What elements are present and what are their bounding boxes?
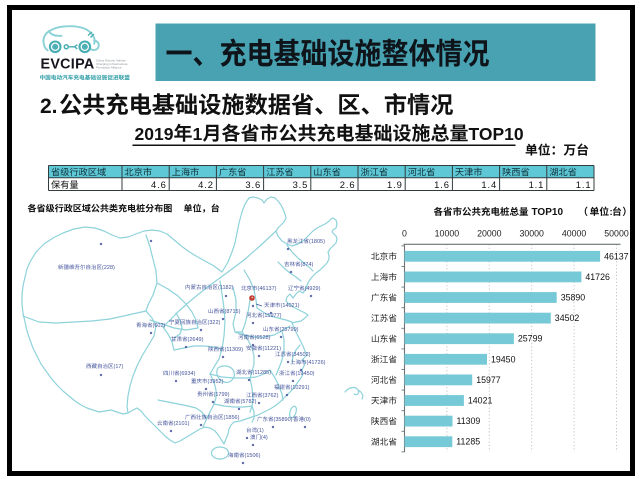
svg-text:(2649): (2649) [188, 337, 204, 343]
svg-text:China Electric Vehicle: China Electric Vehicle [96, 59, 126, 63]
svg-text:(15977): (15977) [263, 313, 282, 319]
svg-text:(1506): (1506) [245, 453, 261, 459]
svg-text:(228): (228) [102, 265, 115, 271]
svg-text:46137: 46137 [604, 251, 629, 261]
svg-text:4.6: 4.6 [151, 179, 167, 190]
svg-text:3.5: 3.5 [293, 179, 309, 190]
svg-text:(11221): (11221) [263, 346, 282, 352]
svg-text:0: 0 [402, 229, 407, 239]
svg-text:2.6: 2.6 [340, 179, 356, 190]
svg-text:(602): (602) [153, 323, 166, 329]
svg-text:50000: 50000 [604, 229, 629, 239]
svg-text:4.2: 4.2 [198, 179, 214, 190]
svg-text:(1): (1) [257, 428, 264, 434]
svg-text:11309: 11309 [457, 416, 481, 426]
svg-text:1.1: 1.1 [576, 179, 592, 190]
svg-text:(874): (874) [301, 262, 314, 268]
svg-text:TOP10: TOP10 [469, 124, 524, 144]
svg-text:(6528): (6528) [255, 335, 271, 341]
svg-text:1: 1 [193, 124, 203, 144]
svg-text:2019: 2019 [135, 124, 174, 144]
svg-text:40000: 40000 [562, 229, 587, 239]
svg-text:34502: 34502 [555, 313, 580, 323]
svg-text:19450: 19450 [491, 354, 516, 364]
svg-text:(25799): (25799) [280, 327, 299, 333]
svg-text:3.6: 3.6 [245, 179, 261, 190]
svg-text:30000: 30000 [519, 229, 544, 239]
svg-text:(1856): (1856) [224, 415, 240, 421]
svg-text:(6934): (6934) [180, 371, 196, 377]
svg-text:(2101): (2101) [174, 421, 190, 427]
svg-text:1.6: 1.6 [434, 179, 450, 190]
svg-text:14021: 14021 [468, 396, 493, 406]
svg-text:2.: 2. [40, 95, 58, 118]
svg-text:(4): (4) [261, 435, 268, 441]
svg-text:1.1: 1.1 [529, 179, 545, 190]
svg-text:(5782): (5782) [241, 399, 257, 405]
svg-text:(1182): (1182) [218, 285, 234, 291]
svg-text:(0): (0) [304, 417, 311, 423]
svg-text:(35890): (35890) [274, 417, 293, 423]
svg-text:(1799): (1799) [214, 392, 230, 398]
svg-text:(3762): (3762) [263, 393, 279, 399]
svg-text:15977: 15977 [476, 375, 501, 385]
svg-text:11285: 11285 [456, 437, 480, 447]
svg-text:(10291): (10291) [291, 385, 310, 391]
svg-text:(17): (17) [114, 364, 124, 370]
svg-text:(3952): (3952) [208, 379, 224, 385]
svg-text::: : [610, 207, 613, 218]
svg-text:(41726): (41726) [307, 360, 326, 366]
svg-text:(11285): (11285) [253, 370, 272, 376]
svg-text:(8715): (8715) [225, 309, 241, 315]
svg-text:20000: 20000 [477, 229, 502, 239]
svg-text:(1805): (1805) [309, 239, 325, 245]
svg-text:25799: 25799 [518, 334, 543, 344]
svg-text:10000: 10000 [435, 229, 460, 239]
svg-text:(11309): (11309) [225, 347, 244, 353]
svg-text:1.9: 1.9 [387, 179, 403, 190]
svg-text:(14021): (14021) [281, 303, 300, 309]
svg-text:41726: 41726 [585, 272, 610, 282]
svg-text:EVCIPA: EVCIPA [41, 56, 95, 72]
svg-text:(19450): (19450) [296, 371, 315, 377]
svg-text:(4929): (4929) [305, 286, 321, 292]
svg-text:35890: 35890 [561, 293, 586, 303]
svg-text:(34502): (34502) [292, 352, 311, 358]
svg-text:1.4: 1.4 [481, 179, 497, 190]
svg-text:(46137): (46137) [258, 286, 277, 292]
svg-text:(322): (322) [208, 320, 221, 326]
svg-text:Charging Infrastructure: Charging Infrastructure [96, 62, 128, 66]
svg-text:TOP10: TOP10 [532, 207, 564, 218]
svg-text:Promotion Alliance: Promotion Alliance [96, 66, 122, 70]
